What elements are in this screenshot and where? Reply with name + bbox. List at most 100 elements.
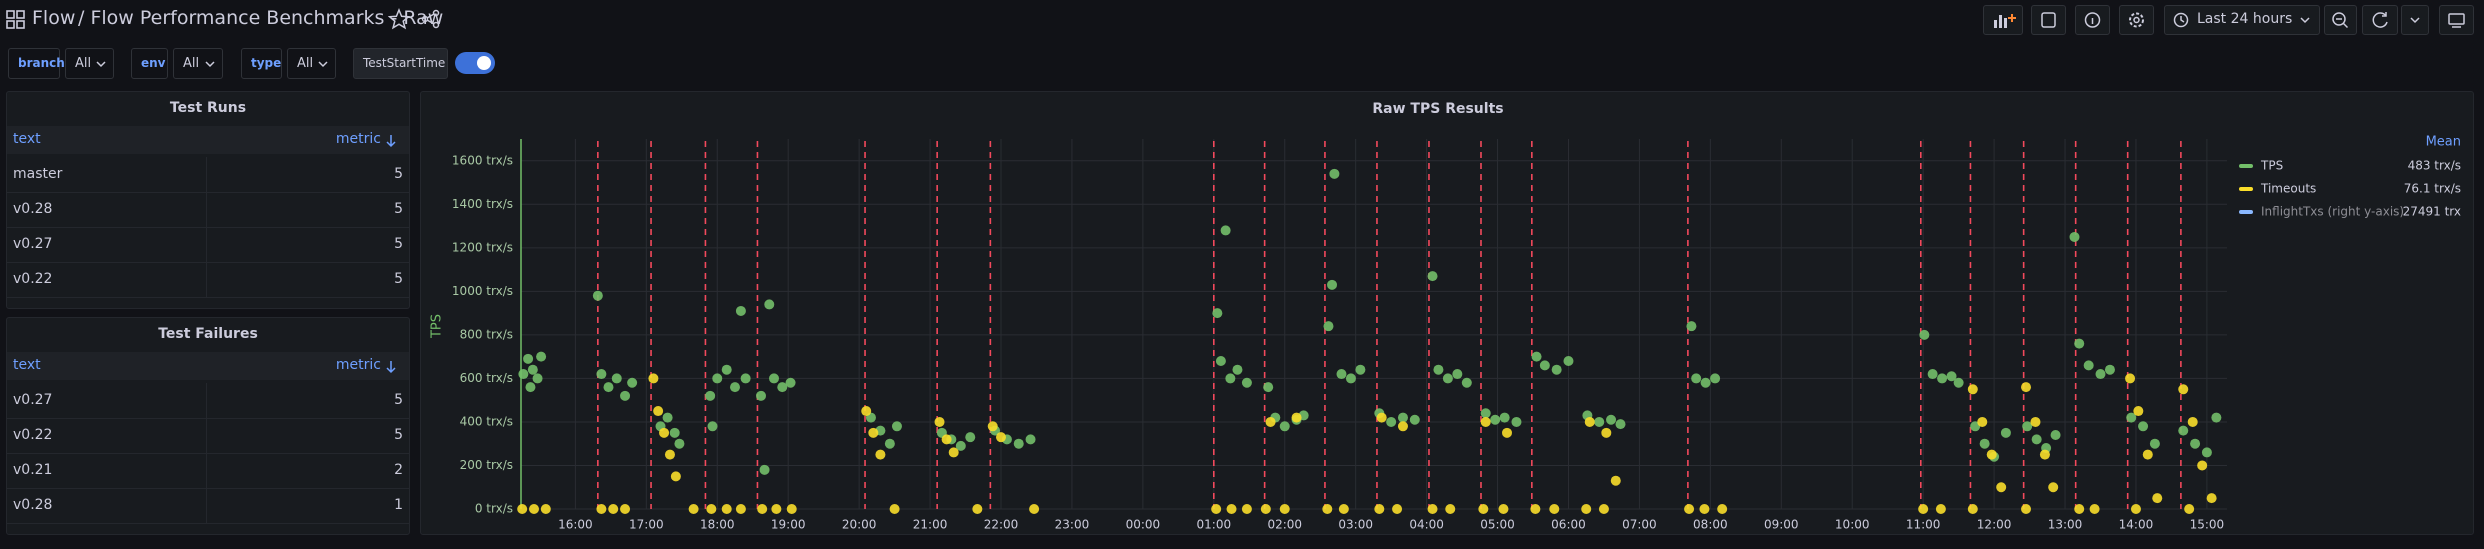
column-divider (206, 453, 207, 488)
data-point (1226, 504, 1237, 514)
column-header[interactable]: metric (335, 131, 381, 147)
data-point (1710, 373, 1721, 384)
data-point (662, 412, 673, 423)
column-header[interactable]: text (13, 131, 41, 147)
table-row: v0.27 5 (7, 383, 409, 419)
data-point (1232, 364, 1243, 375)
column-header[interactable]: metric (335, 357, 381, 373)
data-point (2074, 504, 2085, 514)
data-point (1327, 279, 1338, 290)
data-point (707, 421, 718, 432)
data-point (592, 290, 603, 301)
table-row: v0.27 5 (7, 227, 409, 263)
cell-text: v0.21 (13, 462, 53, 478)
data-point (712, 373, 723, 384)
data-point (759, 464, 770, 475)
data-point (1531, 351, 1542, 362)
data-point (1490, 414, 1501, 425)
legend-label: TPS (2260, 159, 2283, 173)
share-icon[interactable] (420, 8, 442, 30)
variable-label: TestStartTime (353, 48, 448, 79)
data-point (889, 504, 900, 514)
variable-label: type (241, 48, 282, 79)
data-point (1563, 356, 1574, 366)
variable-dropdown[interactable]: All (173, 48, 223, 79)
refresh-interval-button[interactable] (2401, 5, 2429, 35)
refresh-button[interactable] (2362, 5, 2398, 35)
data-point (1986, 449, 1997, 460)
table-row: v0.21 2 (7, 453, 409, 489)
data-point (735, 504, 746, 514)
info-button[interactable] (2075, 5, 2110, 35)
add-panel-button[interactable] (1983, 5, 2023, 35)
data-point (1392, 504, 1403, 514)
table-row: v0.22 5 (7, 262, 409, 298)
y-tick-label: 400 trx/s (460, 414, 513, 428)
star-icon[interactable] (388, 8, 410, 30)
data-point (523, 353, 534, 364)
x-tick-label: 09:00 (1764, 518, 1799, 532)
data-point (1397, 421, 1408, 432)
time-range: Last 24 hours (2197, 11, 2293, 27)
data-point (2069, 231, 2080, 242)
data-point (608, 504, 619, 514)
data-point (627, 377, 638, 388)
data-point (1498, 504, 1509, 514)
data-point (670, 471, 681, 482)
data-point (1442, 373, 1453, 384)
x-tick-label: 17:00 (629, 518, 664, 532)
timeseries-panel: Raw TPS Results TPS Mean 0 trx/s 200 trx/… (420, 91, 2474, 535)
data-point (972, 504, 983, 514)
data-point (688, 504, 699, 514)
data-point (1615, 419, 1626, 430)
x-tick-label: 06:00 (1551, 518, 1586, 532)
data-point (2074, 338, 2085, 349)
data-point (1336, 369, 1347, 380)
save-button[interactable] (2031, 5, 2066, 35)
y-tick-label: 600 trx/s (460, 371, 513, 385)
data-point (1220, 225, 1231, 236)
caret (96, 61, 106, 68)
time-picker[interactable]: Last 24 hours (2164, 5, 2320, 35)
data-point (1935, 504, 1946, 514)
x-tick-label: 12:00 (1977, 518, 2012, 532)
data-point (955, 440, 966, 451)
settings-button[interactable] (2119, 5, 2154, 35)
variable-dropdown[interactable]: All (65, 48, 114, 79)
y-tick-label: 1000 trx/s (452, 284, 513, 298)
zoom-out-button[interactable] (2324, 5, 2357, 35)
data-point (1699, 504, 1710, 514)
column-header[interactable]: text (13, 357, 41, 373)
toggle[interactable] (455, 52, 495, 74)
tv-mode-button[interactable] (2439, 5, 2474, 35)
data-point (891, 421, 902, 432)
data-point (740, 373, 751, 384)
data-point (1502, 427, 1513, 438)
legend-mean: 483 trx/s (2408, 159, 2461, 173)
folder-link[interactable]: Flow (32, 7, 76, 29)
data-point (1241, 504, 1252, 514)
data-point (1211, 504, 1222, 514)
sort-icon (386, 361, 396, 374)
series-points (518, 168, 2222, 475)
data-point (659, 427, 670, 438)
variable-dropdown[interactable]: All (287, 48, 336, 79)
data-point (2089, 504, 2100, 514)
data-point (1241, 377, 1252, 388)
data-point (785, 377, 796, 388)
data-point (764, 299, 775, 310)
table-header: text metric (7, 352, 409, 380)
data-point (2178, 384, 2189, 395)
data-point (653, 406, 664, 417)
grid (521, 139, 2227, 510)
data-point (1918, 504, 1929, 514)
data-point (1338, 504, 1349, 514)
data-point (2048, 482, 2059, 493)
data-point (2031, 434, 2042, 445)
data-point (1480, 408, 1491, 419)
data-point (1717, 504, 1728, 514)
cell-metric: 5 (394, 201, 403, 217)
apps-icon[interactable] (6, 10, 26, 30)
data-point (2050, 430, 2061, 440)
column-divider (206, 418, 207, 453)
